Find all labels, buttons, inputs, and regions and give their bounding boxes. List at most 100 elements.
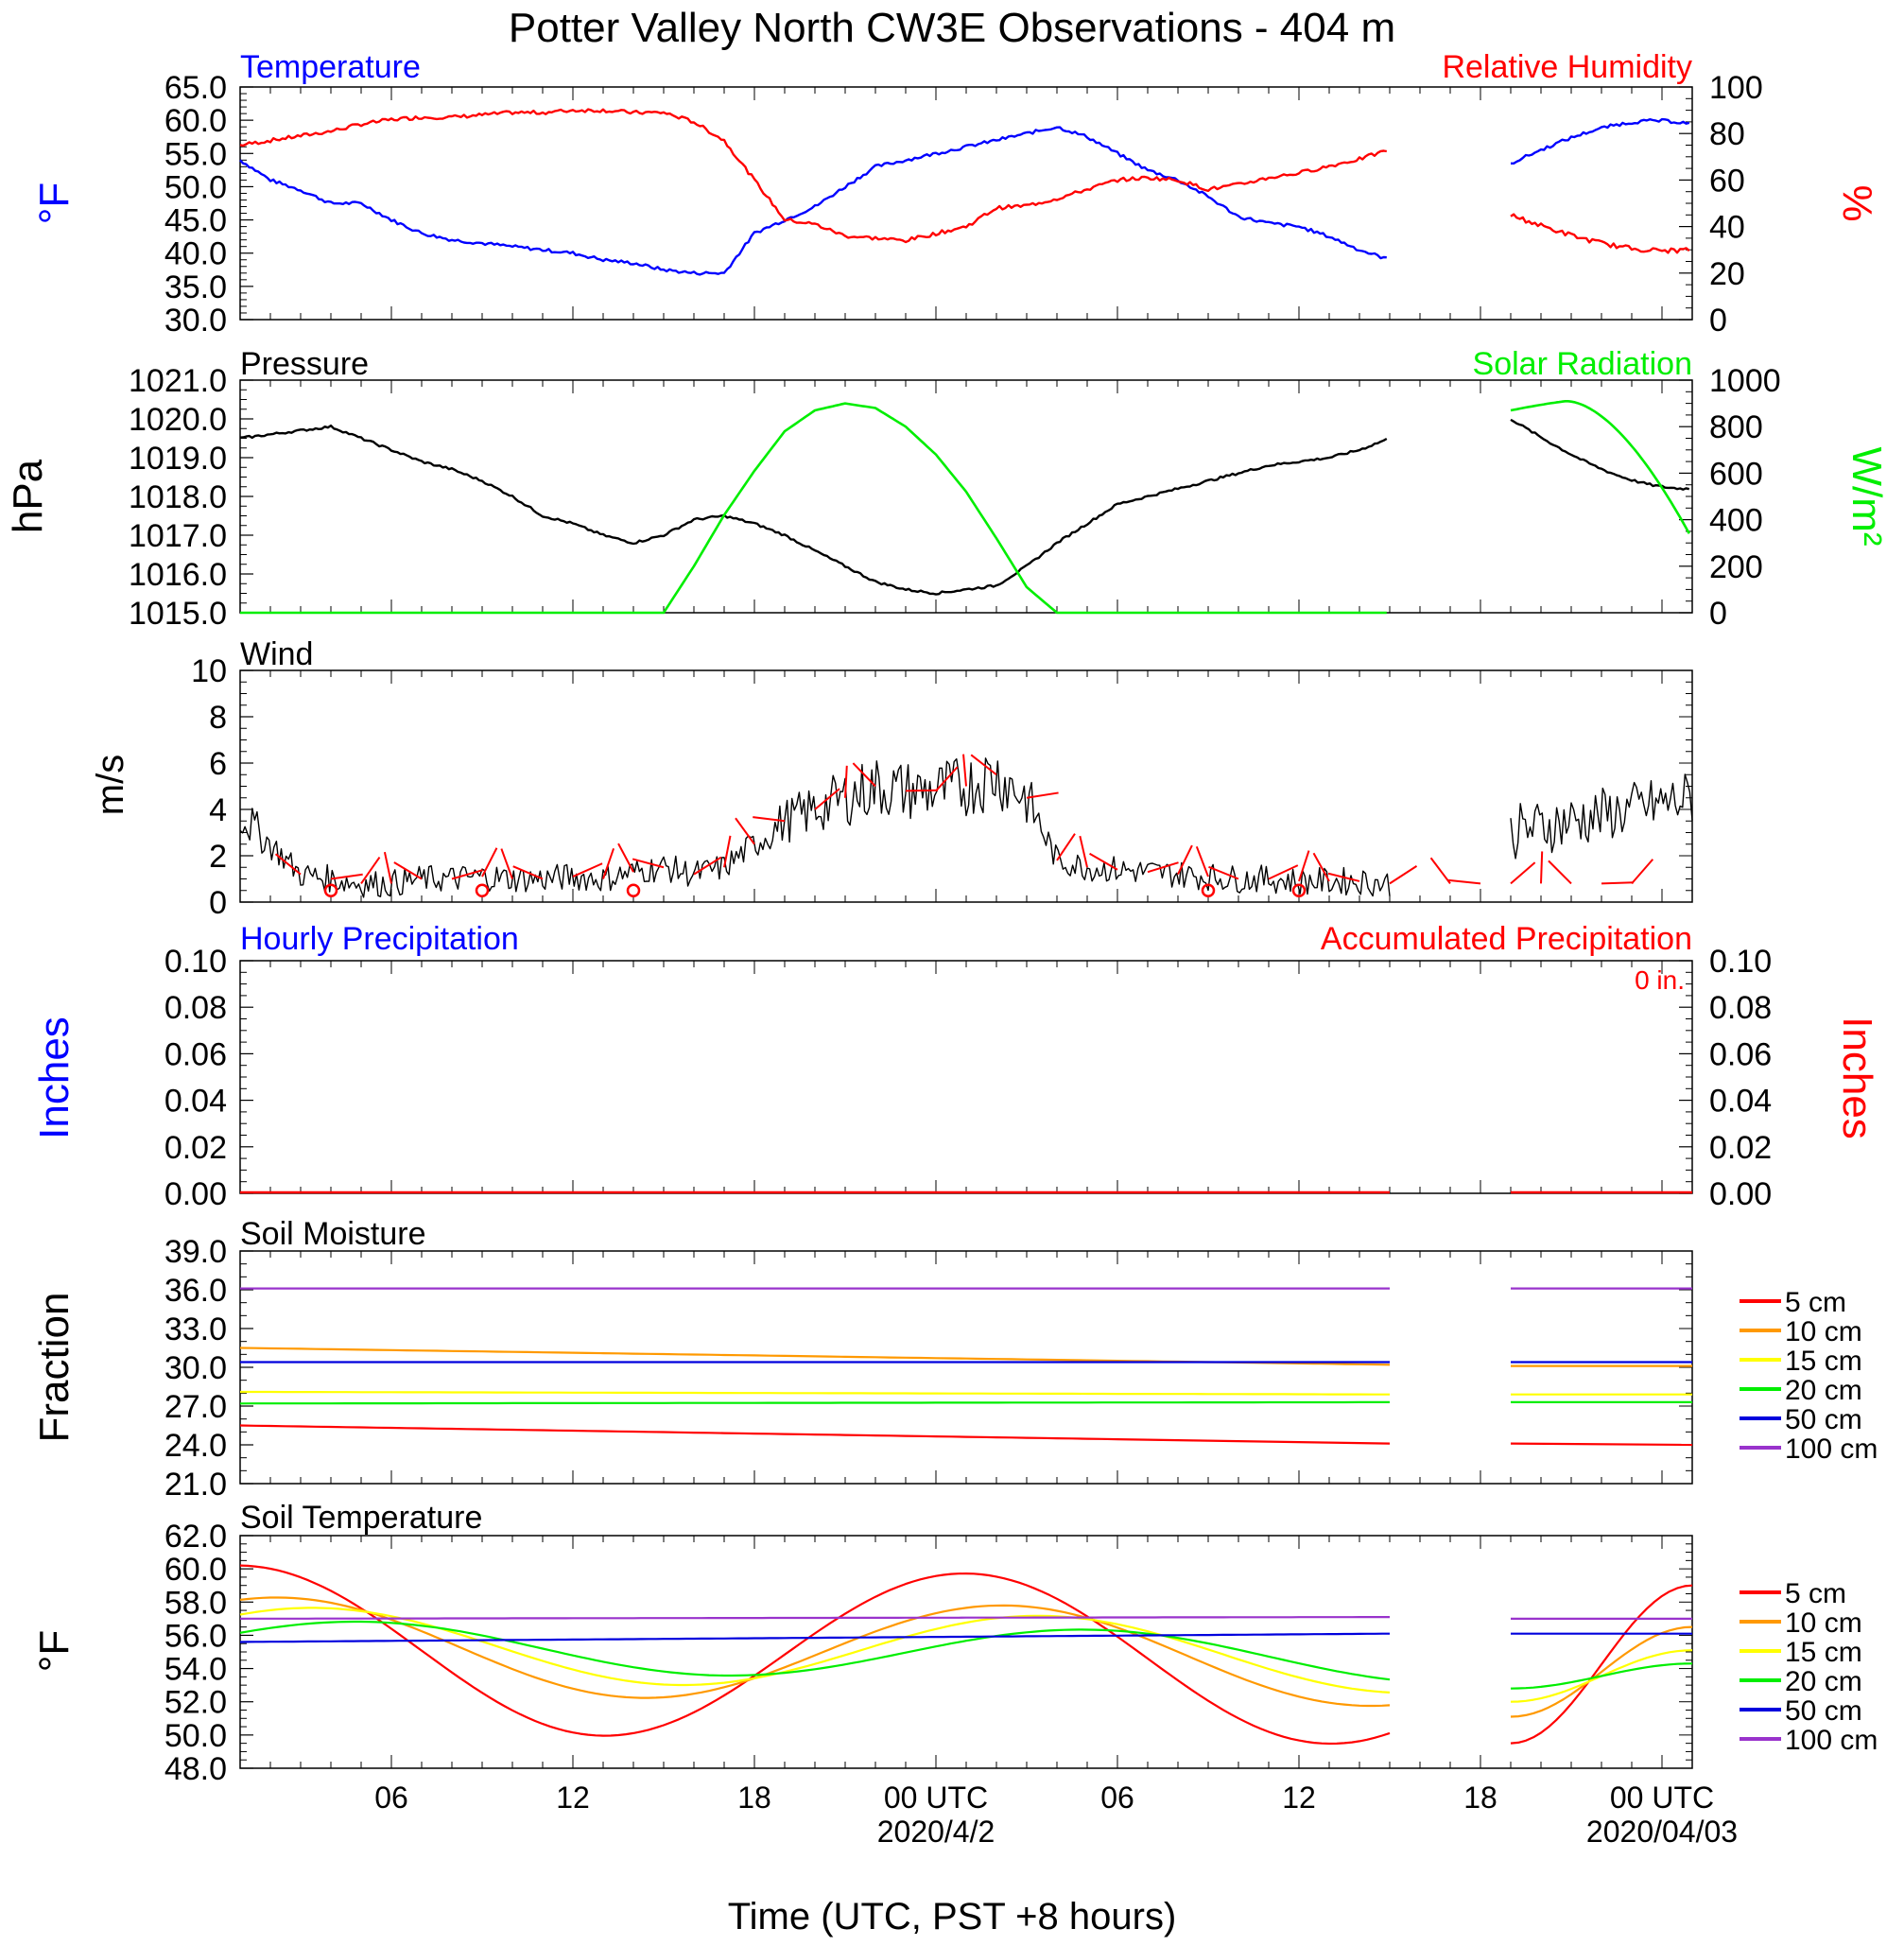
soil-temp-line-tail xyxy=(1510,1625,1693,1718)
x-date-label: 2020/4/2 xyxy=(877,1815,995,1849)
legend-label: 5 cm xyxy=(1785,1578,1846,1609)
soil-temp-line xyxy=(239,1564,1391,1746)
wind-barb xyxy=(274,853,302,876)
y-tick-label: 0.08 xyxy=(1709,990,1772,1026)
y-tick-label: 56.0 xyxy=(164,1618,227,1654)
plot-frame xyxy=(239,960,1693,1194)
y-tick-label: 0.10 xyxy=(1709,944,1772,980)
x-tick-label: 18 xyxy=(737,1781,771,1815)
chart-title: Potter Valley North CW3E Observations - … xyxy=(509,5,1395,51)
wind-barb xyxy=(481,847,498,877)
y-axis-label-temperature: °F xyxy=(31,182,78,224)
wind-barb xyxy=(1327,872,1360,882)
soil-temp-line xyxy=(239,1596,1391,1708)
y-tick-label: 62.0 xyxy=(164,1519,227,1555)
wind-barb xyxy=(935,766,959,792)
panel-title-soil-moisture: Soil Moisture xyxy=(240,1216,426,1252)
wind-barb xyxy=(1631,859,1654,885)
y-tick-label: 55.0 xyxy=(164,136,227,172)
y-tick-label: 65.0 xyxy=(164,70,227,106)
wind-barb xyxy=(383,851,392,884)
y-tick-label: 0.04 xyxy=(164,1084,227,1120)
x-tick-label: 06 xyxy=(1100,1781,1134,1815)
wind-barb xyxy=(1268,864,1299,880)
y-tick-label: 33.0 xyxy=(164,1312,227,1347)
wind-barb xyxy=(962,754,967,787)
legend-label: 100 cm xyxy=(1785,1433,1878,1465)
wind-barb xyxy=(1510,861,1536,885)
wind-barb xyxy=(330,873,363,880)
y-tick-label: 30.0 xyxy=(164,303,227,339)
y-tick-label: 48.0 xyxy=(164,1751,227,1787)
legend-label: 50 cm xyxy=(1785,1695,1862,1727)
calm-marker xyxy=(626,883,641,897)
y-tick-label: 20 xyxy=(1709,256,1745,292)
x-axis-label: Time (UTC, PST +8 hours) xyxy=(728,1896,1177,1937)
soil-temp-line-tail xyxy=(1510,1584,1693,1745)
y-tick-label: 27.0 xyxy=(164,1389,227,1425)
y-tick-label: 100 xyxy=(1709,70,1763,106)
calm-marker xyxy=(1291,883,1307,897)
y-tick-label: 1000 xyxy=(1709,363,1781,399)
soil-temp-line xyxy=(239,1615,1390,1620)
plot-frame xyxy=(239,1250,1693,1485)
y-tick-label: 1019.0 xyxy=(129,441,227,477)
legend-label: 5 cm xyxy=(1785,1287,1846,1318)
y-axis-label-soil-temp: °F xyxy=(31,1630,78,1672)
y-tick-label: 400 xyxy=(1709,503,1763,539)
y-axis-label-inches-right: Inches xyxy=(1834,1016,1880,1139)
wind-barb xyxy=(1208,865,1239,880)
y-axis-label-solar: W/m² xyxy=(1843,446,1890,546)
wind-barb xyxy=(1177,844,1193,876)
y-tick-label: 52.0 xyxy=(164,1685,227,1721)
wind-barb xyxy=(632,858,665,869)
temperature-line xyxy=(239,126,1387,276)
panel-title-solar: Solar Radiation xyxy=(1473,346,1692,382)
wind-barb xyxy=(852,762,876,788)
y-tick-label: 60.0 xyxy=(164,1552,227,1588)
wind-barb xyxy=(1429,857,1451,885)
y-tick-label: 0 xyxy=(1709,303,1727,339)
y-tick-label: 30.0 xyxy=(164,1350,227,1386)
y-tick-label: 60.0 xyxy=(164,103,227,139)
y-tick-label: 0.06 xyxy=(1709,1036,1772,1072)
y-tick-label: 800 xyxy=(1709,409,1763,445)
legend-label: 10 cm xyxy=(1785,1316,1862,1347)
y-tick-label: 0.06 xyxy=(164,1036,227,1072)
y-axis-label-pressure: hPa xyxy=(5,459,51,533)
wind-barb xyxy=(1089,852,1118,871)
y-tick-label: 60 xyxy=(1709,163,1745,199)
y-tick-label: 80 xyxy=(1709,116,1745,152)
accum-precip-total: 0 in. xyxy=(1635,965,1685,995)
panel-title-soil-temp: Soil Temperature xyxy=(240,1500,482,1536)
wind-barb xyxy=(1601,881,1635,885)
y-tick-label: 0 xyxy=(209,885,227,921)
x-tick-label: 12 xyxy=(1282,1781,1316,1815)
plot-frame xyxy=(239,1535,1693,1769)
soil-moisture-line xyxy=(239,1424,1391,1445)
calm-marker xyxy=(1201,883,1216,897)
wind-speed-line-tail xyxy=(1510,773,1693,860)
wind-speed-line xyxy=(239,757,1391,898)
plot-frame xyxy=(239,379,1693,614)
panel-title-accum-precip: Accumulated Precipitation xyxy=(1321,921,1692,957)
wind-barb xyxy=(1056,833,1076,861)
y-tick-label: 0.10 xyxy=(164,944,227,980)
y-tick-label: 36.0 xyxy=(164,1273,227,1309)
y-tick-label: 6 xyxy=(209,746,227,782)
y-tick-label: 1015.0 xyxy=(129,596,227,632)
y-tick-label: 58.0 xyxy=(164,1585,227,1621)
y-tick-label: 0 xyxy=(1709,596,1727,632)
y-tick-label: 1021.0 xyxy=(129,363,227,399)
legend-label: 50 cm xyxy=(1785,1404,1862,1435)
pressure-line xyxy=(239,424,1388,596)
wind-barb xyxy=(970,754,997,776)
soil-temp-line xyxy=(239,1620,1391,1681)
y-tick-label: 21.0 xyxy=(164,1467,227,1503)
wind-barb xyxy=(572,862,603,877)
soil-moisture-line xyxy=(240,1390,1390,1396)
y-tick-label: 1020.0 xyxy=(129,402,227,438)
wind-barb xyxy=(1448,878,1481,885)
panels: 30.035.040.045.050.055.060.065.002040608… xyxy=(5,49,1890,1849)
y-tick-label: 39.0 xyxy=(164,1234,227,1270)
